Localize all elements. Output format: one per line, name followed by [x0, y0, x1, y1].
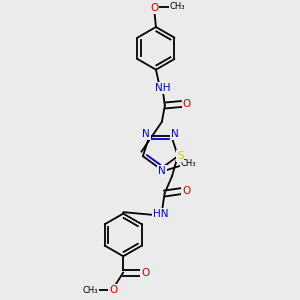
Text: O: O	[141, 268, 149, 278]
Text: CH₃: CH₃	[169, 2, 185, 11]
Text: NH: NH	[155, 83, 170, 93]
Text: CH₃: CH₃	[181, 159, 196, 168]
Text: O: O	[182, 99, 191, 109]
Text: O: O	[109, 285, 117, 295]
Text: O: O	[182, 186, 190, 196]
Text: O: O	[150, 3, 159, 13]
Text: N: N	[142, 129, 150, 139]
Text: N: N	[171, 129, 179, 139]
Text: CH₃: CH₃	[83, 286, 98, 295]
Text: N: N	[158, 166, 166, 176]
Text: S: S	[177, 151, 184, 161]
Text: HN: HN	[153, 209, 168, 219]
